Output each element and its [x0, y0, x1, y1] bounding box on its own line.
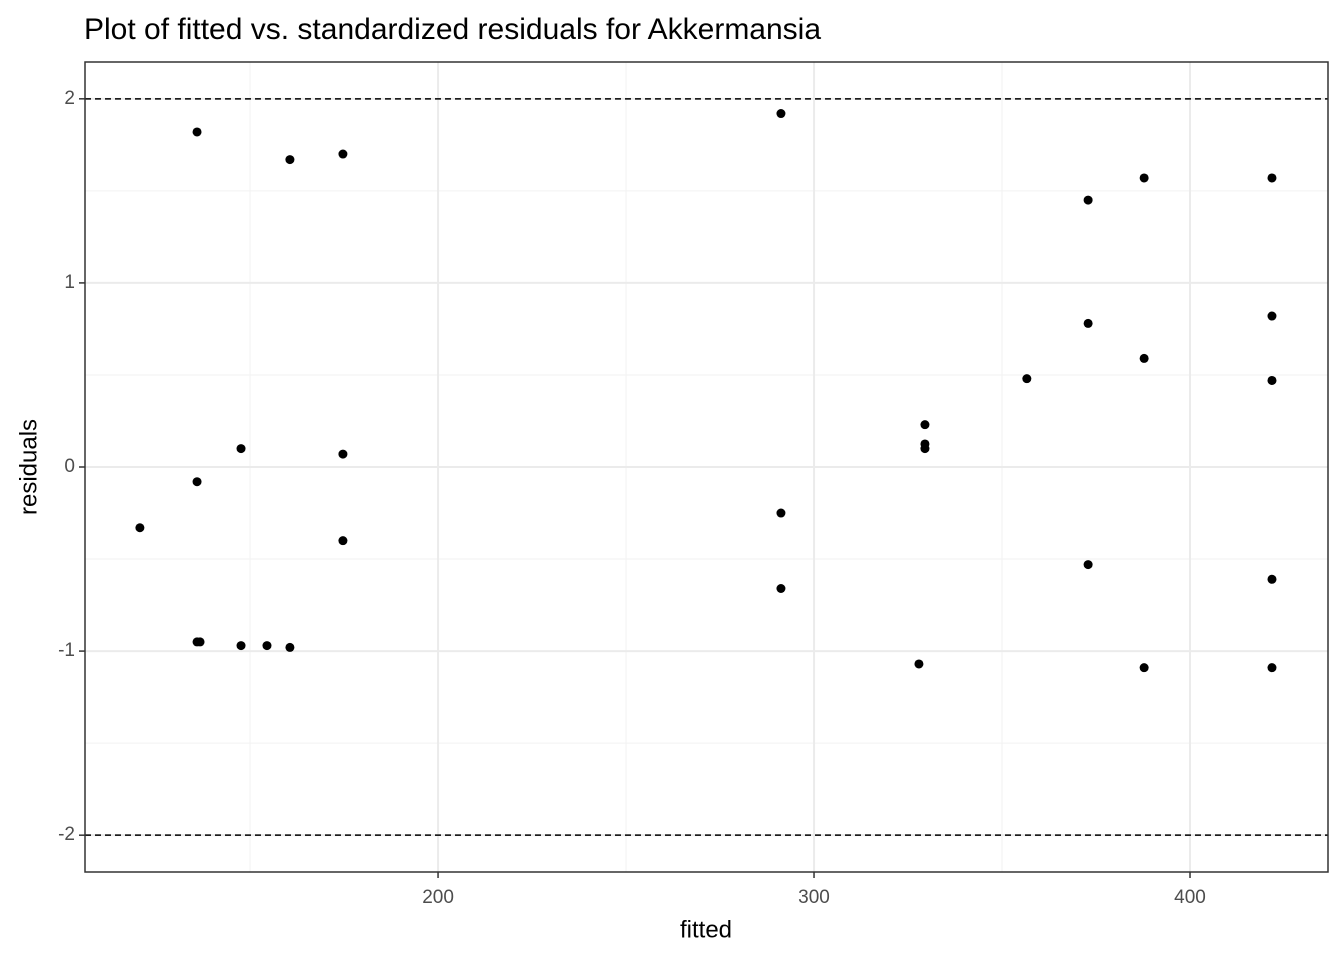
x-tick-label: 300: [798, 887, 830, 908]
y-tick-label: 0: [64, 456, 75, 477]
x-axis-title: fitted: [680, 916, 732, 943]
point: [236, 641, 246, 651]
point: [920, 420, 930, 430]
point: [776, 109, 786, 119]
y-tick-label: 2: [64, 88, 75, 109]
point: [1267, 311, 1277, 321]
chart-title: Plot of fitted vs. standardized residual…: [84, 13, 821, 46]
x-tick-label: 200: [422, 887, 454, 908]
y-tick-label: -2: [58, 824, 75, 845]
point: [262, 641, 272, 651]
point: [338, 536, 348, 546]
point: [338, 149, 348, 159]
point: [1022, 374, 1032, 384]
point: [1083, 195, 1093, 205]
point: [1083, 318, 1093, 328]
point: [236, 444, 246, 454]
point: [920, 444, 930, 454]
point: [192, 477, 202, 487]
point: [1139, 353, 1149, 363]
point: [192, 127, 202, 137]
point: [1267, 173, 1277, 183]
point: [1267, 375, 1277, 385]
y-axis-title: residuals: [15, 419, 42, 515]
point: [285, 155, 295, 165]
point: [776, 508, 786, 518]
point: [1139, 173, 1149, 183]
panel-border: [84, 61, 1329, 873]
point: [135, 523, 145, 533]
point: [1083, 560, 1093, 570]
x-tick-label: 400: [1174, 887, 1206, 908]
point: [1267, 663, 1277, 673]
point: [1139, 663, 1149, 673]
point: [285, 642, 295, 652]
point: [195, 637, 205, 647]
point: [776, 584, 786, 593]
y-tick-label: -1: [58, 640, 75, 661]
point: [338, 449, 348, 459]
y-tick-label: 1: [64, 272, 75, 293]
point: [914, 659, 924, 669]
point: [1267, 574, 1277, 584]
